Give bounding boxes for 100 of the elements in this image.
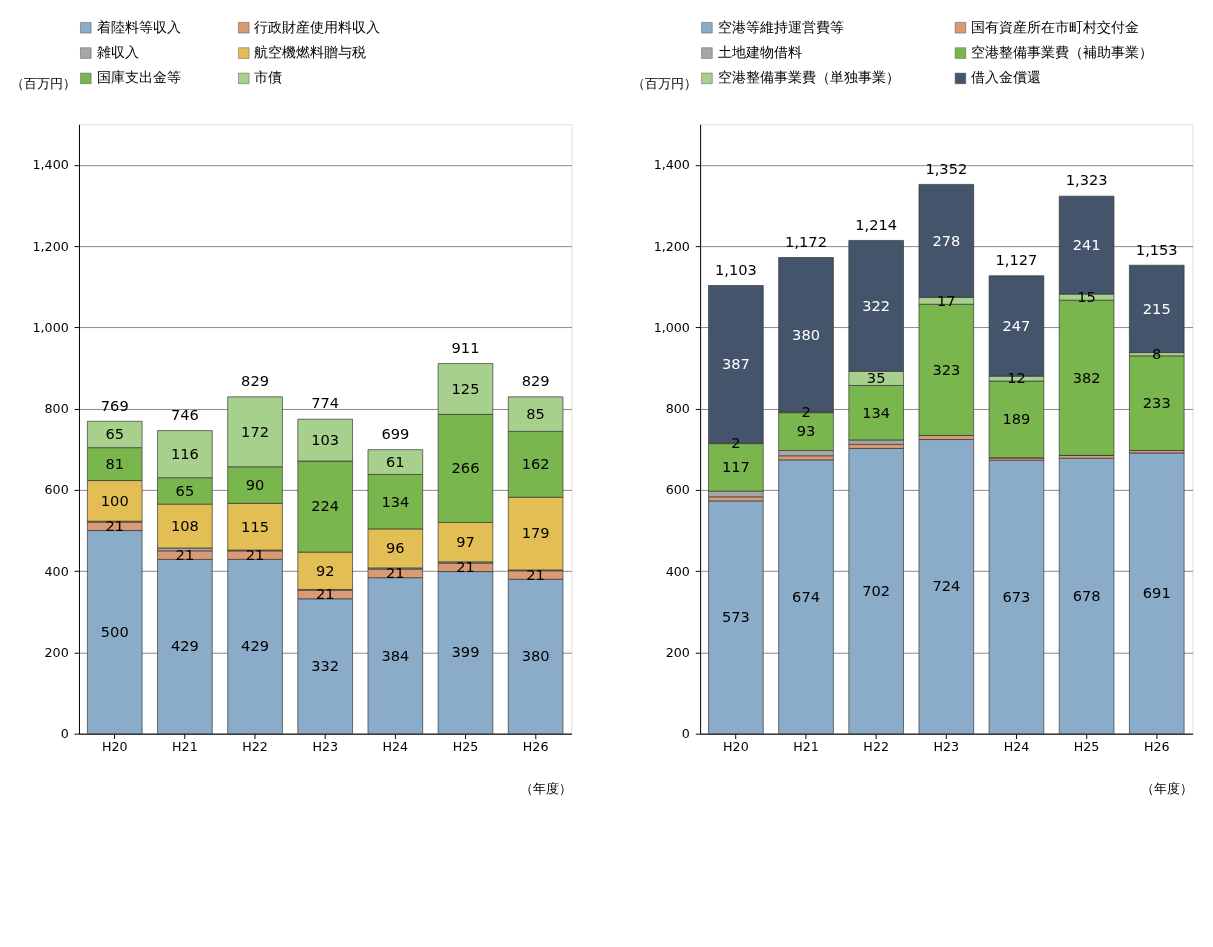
data-label: 65: [105, 425, 125, 443]
y-tick-label: 1,000: [32, 319, 69, 335]
data-label: 241: [1072, 236, 1101, 253]
x-tick-label: H20: [723, 738, 749, 754]
y-tick-label: 1,200: [653, 238, 690, 254]
legend-label: 空港等維持運営費等: [717, 18, 844, 35]
data-label: 115: [241, 517, 269, 535]
data-label: 35: [866, 369, 886, 387]
legend-label: 国有資産所在市町村交付金: [971, 18, 1140, 35]
data-label: 247: [1002, 316, 1031, 334]
y-tick-label: 400: [44, 563, 69, 579]
x-tick-label: H25: [452, 738, 479, 754]
data-label: 21: [175, 545, 195, 563]
data-label: 399: [451, 643, 480, 661]
data-label: 382: [1072, 368, 1101, 386]
data-label: 429: [170, 637, 199, 655]
data-label: 678: [1072, 586, 1101, 604]
total-label: 769: [100, 396, 129, 414]
legend-label: 雑収入: [96, 43, 139, 60]
y-tick-label: 400: [665, 563, 690, 579]
x-tick-label: H26: [522, 738, 549, 754]
data-label: 81: [105, 454, 125, 472]
data-label: 21: [456, 558, 475, 576]
y-tick-label: 600: [665, 482, 690, 498]
total-label: 829: [521, 372, 550, 390]
data-label: 179: [521, 524, 550, 542]
legend-label: 着陸料等収入: [96, 18, 181, 35]
x-tick-label: H21: [172, 738, 198, 754]
data-label: 189: [1002, 410, 1031, 428]
data-label: 332: [311, 657, 340, 675]
y-tick-label: 800: [44, 401, 69, 417]
data-label: 500: [100, 622, 129, 640]
data-label: 724: [932, 577, 961, 595]
x-tick-label: H25: [1073, 738, 1100, 754]
data-label: 702: [862, 581, 891, 599]
data-label: 125: [451, 379, 480, 397]
data-label: 224: [311, 497, 340, 515]
data-label: 278: [932, 231, 961, 249]
y-axis-title: （百万円）: [11, 75, 77, 91]
data-label: 384: [381, 646, 410, 664]
data-label: 323: [932, 360, 961, 378]
data-label: 93: [796, 422, 816, 440]
total-label: 774: [311, 394, 340, 412]
data-label: 691: [1142, 584, 1171, 602]
total-label: 911: [451, 338, 480, 356]
data-label: 65: [175, 481, 195, 499]
data-label: 21: [315, 585, 335, 603]
total-label: 829: [241, 372, 269, 390]
data-label: 172: [241, 422, 269, 440]
x-tick-label: H22: [242, 738, 268, 754]
y-tick-label: 1,000: [653, 319, 690, 335]
data-label: 117: [721, 458, 750, 476]
y-tick-label: 1,200: [32, 238, 69, 254]
y-tick-label: 0: [681, 726, 690, 742]
data-label: 21: [105, 517, 125, 535]
total-label: 1,352: [925, 159, 968, 177]
data-label: 134: [862, 403, 891, 421]
y-tick-label: 600: [44, 482, 69, 498]
x-axis-title: （年度）: [1141, 780, 1194, 796]
data-label: 12: [1007, 369, 1026, 387]
data-label: 573: [721, 608, 750, 626]
data-label: 674: [792, 587, 820, 605]
x-tick-label: H23: [312, 738, 338, 754]
data-label: 380: [792, 325, 820, 343]
data-label: 322: [862, 296, 891, 314]
data-label: 162: [521, 455, 550, 473]
y-tick-label: 1,400: [32, 157, 69, 173]
data-label: 387: [721, 355, 750, 373]
data-label: 429: [241, 637, 269, 655]
legend-label: 行政財産使用料収入: [254, 18, 381, 35]
total-label: 1,127: [995, 251, 1038, 269]
data-label: 134: [381, 492, 410, 510]
data-label: 96: [386, 539, 405, 557]
x-tick-label: H26: [1143, 738, 1170, 754]
data-label: 215: [1142, 299, 1171, 317]
data-label: 266: [451, 459, 480, 477]
total-label: 746: [170, 405, 199, 423]
data-label: 233: [1142, 394, 1171, 412]
data-label: 673: [1002, 587, 1031, 605]
x-tick-label: H24: [382, 738, 409, 754]
data-label: 380: [521, 647, 550, 665]
x-tick-label: H24: [1003, 738, 1030, 754]
data-label: 97: [456, 532, 475, 550]
total-label: 1,172: [785, 232, 827, 250]
legend-label: 市債: [254, 69, 283, 86]
total-label: 1,323: [1065, 171, 1108, 189]
legend-label: 航空機燃料贈与税: [254, 43, 367, 60]
data-label: 103: [311, 431, 340, 449]
x-tick-label: H21: [793, 738, 819, 754]
legend-label: 国庫支出金等: [96, 69, 181, 86]
data-label: 116: [170, 445, 199, 463]
y-tick-label: 800: [665, 401, 690, 417]
total-label: 699: [381, 424, 410, 442]
data-label: 21: [245, 545, 265, 563]
total-label: 1,103: [714, 260, 757, 278]
data-label: 61: [386, 452, 405, 470]
data-label: 92: [315, 561, 335, 579]
y-tick-label: 0: [60, 726, 69, 742]
total-label: 1,153: [1135, 240, 1178, 258]
y-tick-label: 1,400: [653, 157, 690, 173]
